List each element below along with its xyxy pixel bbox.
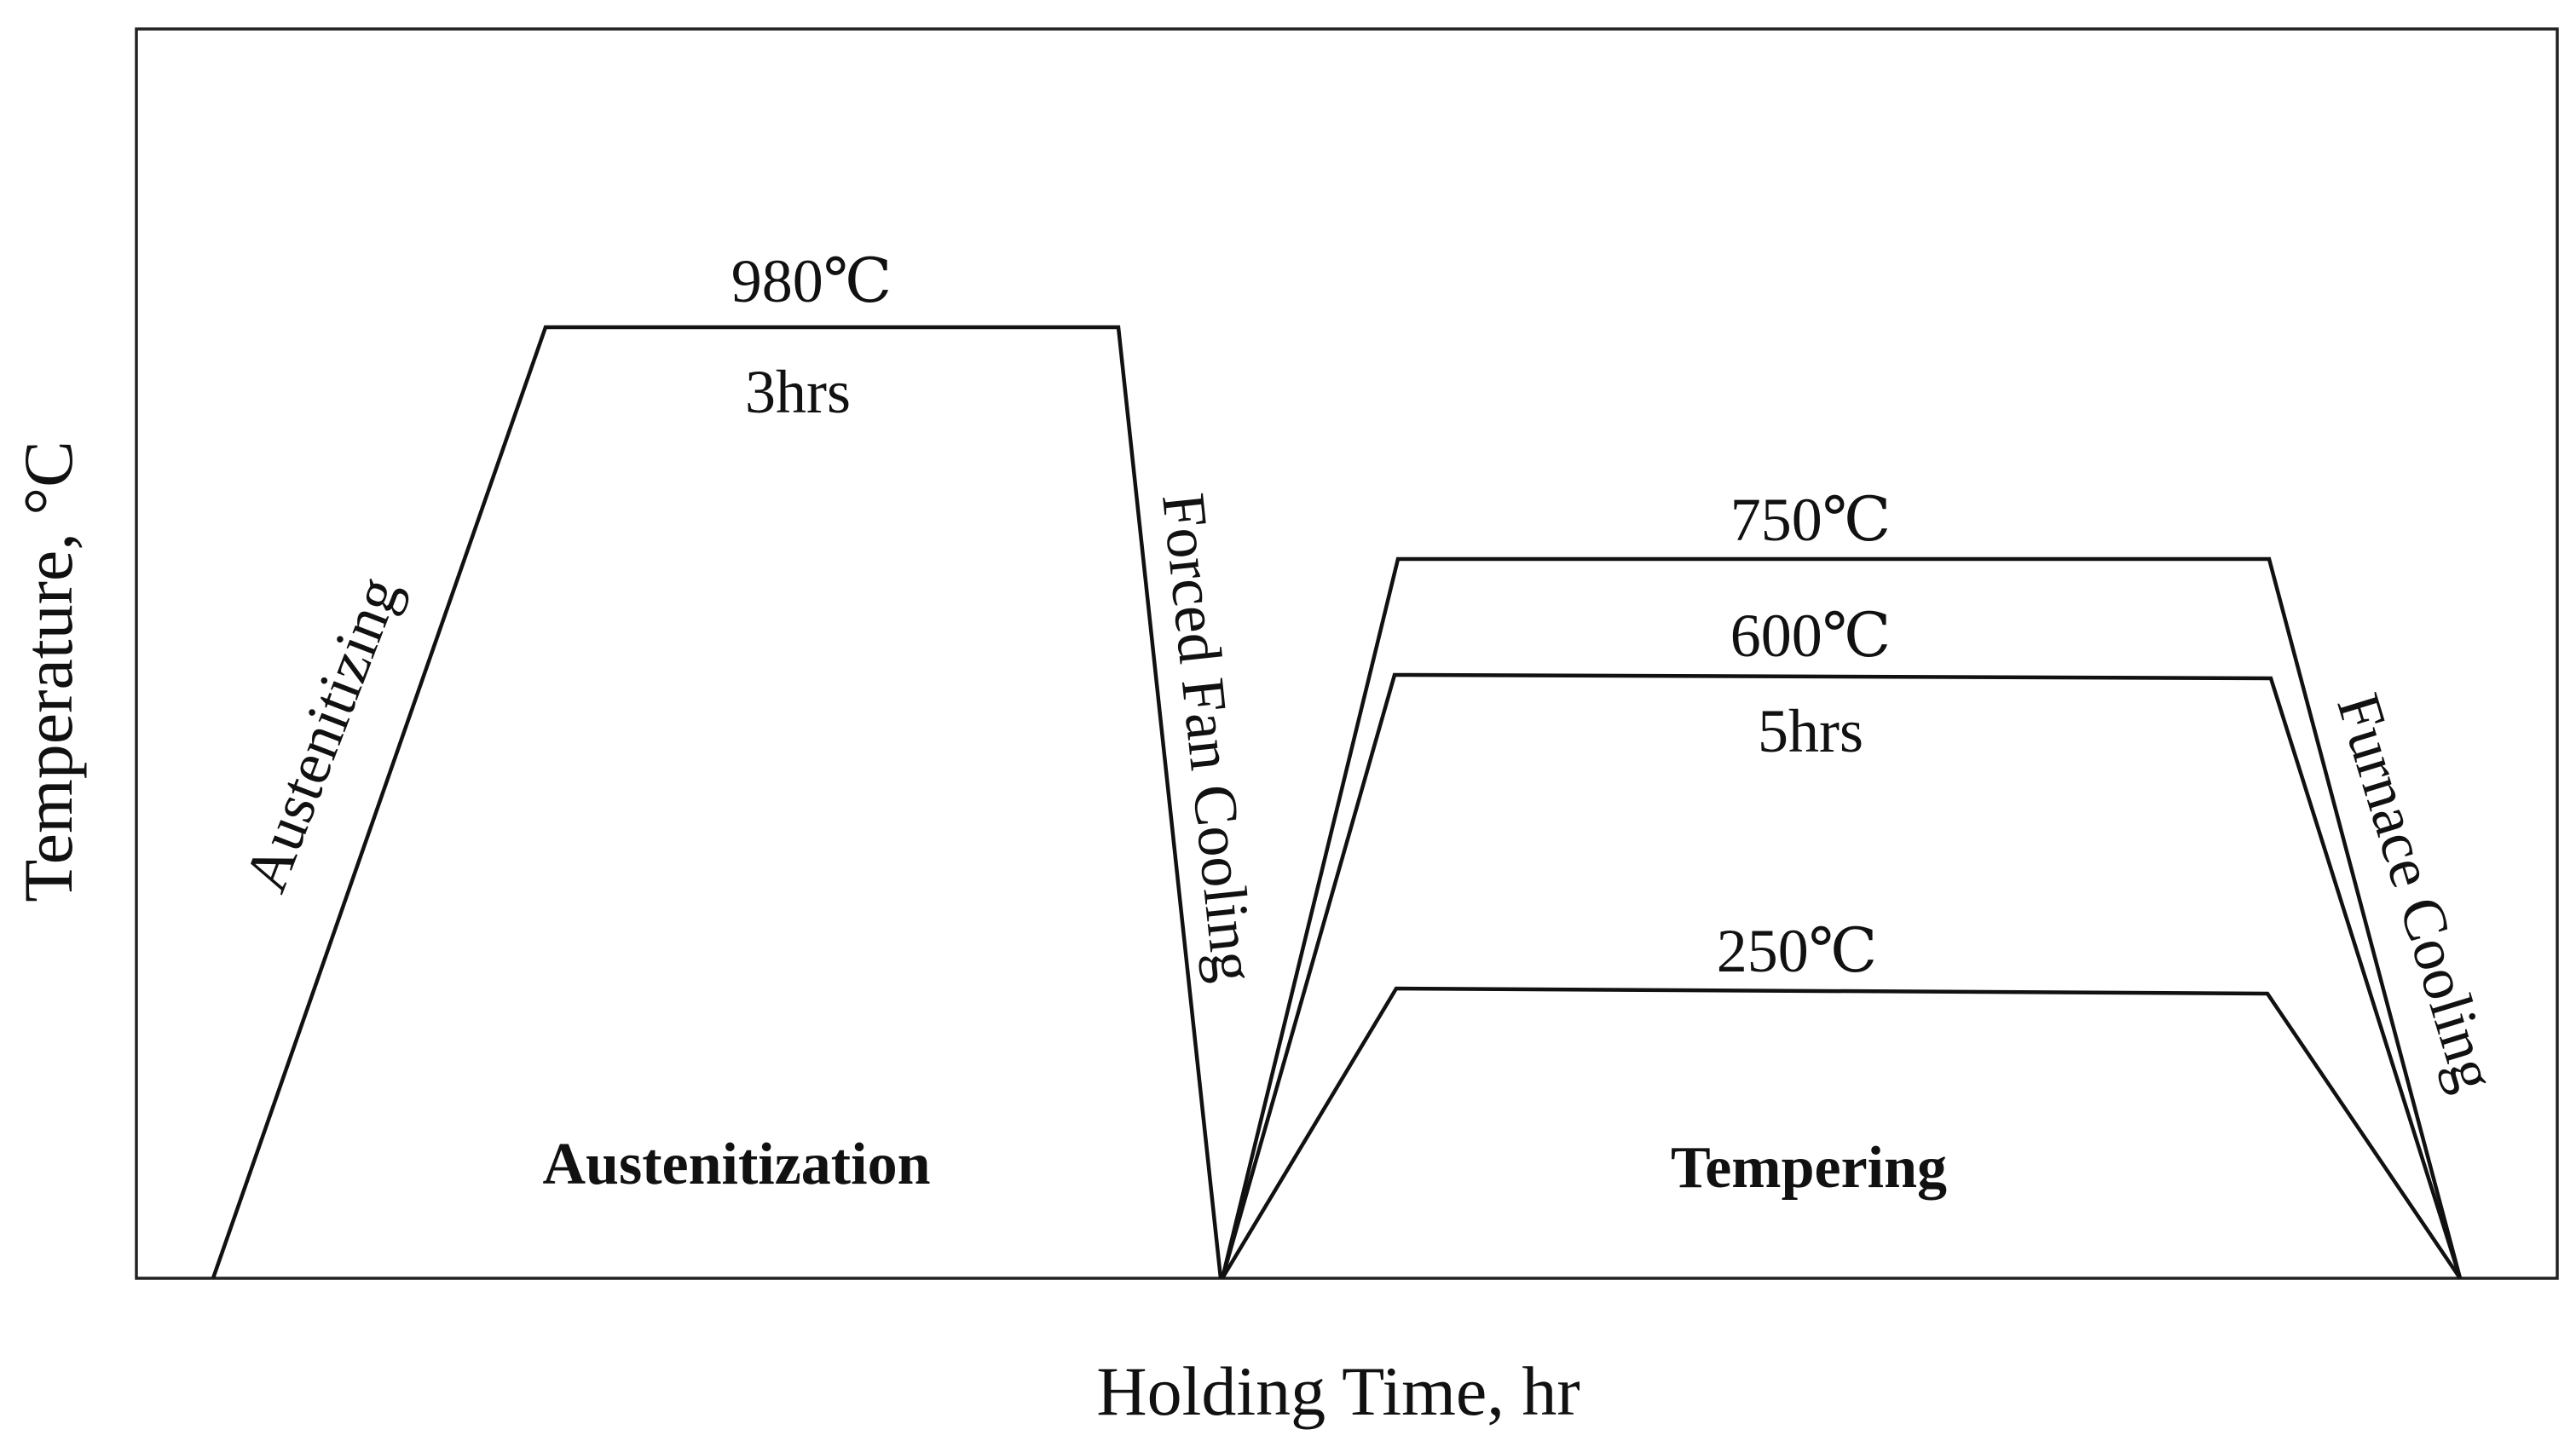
- tempering-600-label: 600℃: [1730, 602, 1892, 670]
- tempering-hold-time-label: 5hrs: [1758, 697, 1863, 765]
- austenitizing-heating-label: Austenitizing: [231, 568, 413, 901]
- plot-frame: [135, 27, 2559, 1280]
- y-axis-label: Temperature, °C: [9, 441, 87, 902]
- tempering-600-line: [1220, 672, 2463, 1279]
- tempering-250-label: 250℃: [1717, 917, 1878, 985]
- austenitization-temperature-label: 980℃: [731, 247, 892, 315]
- forced-fan-cooling-label: Forced Fan Cooling: [1149, 490, 1268, 985]
- furnace-cooling-label: Furnace Cooling: [2324, 686, 2509, 1098]
- tempering-750-line: [1220, 556, 2463, 1279]
- austenitization-profile-line: [211, 325, 1223, 1279]
- austenitization-stage-label: Austenitization: [543, 1132, 931, 1197]
- tempering-750-label: 750℃: [1730, 486, 1892, 554]
- austenitization-hold-time-label: 3hrs: [745, 358, 851, 426]
- x-axis-label: Holding Time, hr: [1096, 1352, 1580, 1430]
- tempering-250-line: [1221, 986, 2462, 1280]
- tempering-stage-label: Tempering: [1671, 1135, 1947, 1201]
